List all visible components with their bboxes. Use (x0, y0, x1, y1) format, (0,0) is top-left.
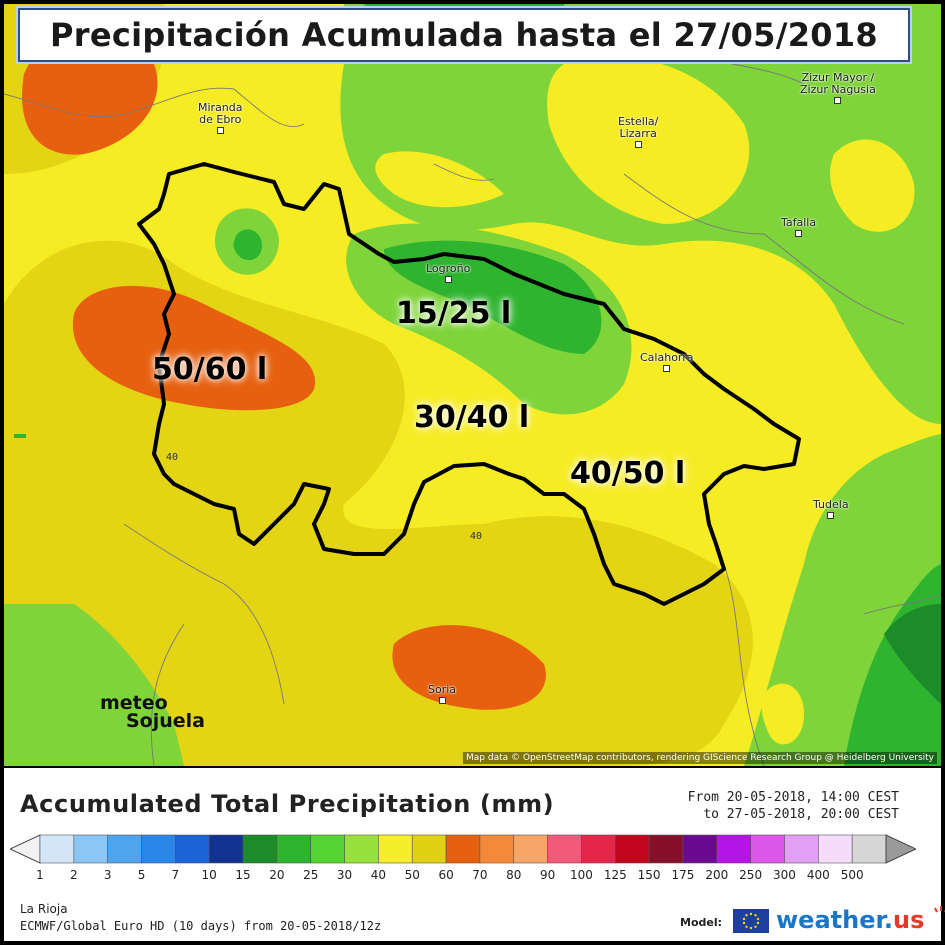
scale-swatch (682, 834, 718, 864)
contour-label: 40 (470, 531, 483, 542)
watermark: meteo Sojuela (100, 692, 205, 732)
weather-us-logo: weather.us (776, 906, 945, 934)
scale-tick-label: 70 (472, 868, 488, 882)
place-dot (438, 697, 446, 704)
range-label-east: 40/50 l (570, 456, 686, 491)
map-canvas (4, 4, 941, 766)
eu-flag-icon (733, 909, 769, 933)
scale-tick-label: 10 (201, 868, 217, 882)
region-label: La Rioja (20, 902, 68, 916)
scale-tick-label: 1 (36, 868, 44, 882)
place-logrono: Logroño (426, 263, 470, 283)
scale-arrow-low (10, 834, 41, 864)
scale-tick-label: 100 (569, 868, 593, 882)
scale-swatch (648, 834, 684, 864)
scale-swatch (411, 834, 447, 864)
scale-swatch (581, 834, 616, 864)
scale-tick-label: 5 (137, 868, 146, 882)
scale-swatch (445, 834, 481, 864)
scale-tick-label: 25 (303, 868, 319, 882)
scale-swatch (242, 834, 278, 864)
scale-swatch (851, 834, 887, 864)
model-run-label: ECMWF/Global Euro HD (10 days) from 20-0… (20, 919, 382, 933)
watermark-line2: Sojuela (126, 710, 205, 732)
range-label-west: 50/60 l (152, 352, 268, 387)
place-dot (216, 127, 224, 134)
scale-tick-label: 150 (637, 868, 661, 882)
scale-tick-label: 30 (336, 868, 353, 882)
scale-tick-label: 200 (705, 868, 729, 882)
scale-swatch (716, 834, 751, 864)
legend-panel: Accumulated Total Precipitation (mm) Fro… (4, 768, 945, 941)
scale-swatch (39, 834, 75, 864)
place-dot (827, 512, 835, 519)
scale-arrow-high (885, 834, 916, 864)
scale-tick-label: 80 (506, 868, 522, 882)
title-box: Precipitación Acumulada hasta el 27/05/2… (18, 8, 910, 62)
scale-tick-label: 15 (235, 868, 251, 882)
place-dot (634, 141, 642, 148)
place-tafalla: Tafalla (781, 217, 816, 237)
scale-swatch (378, 834, 413, 864)
place-dot (834, 97, 842, 104)
legend-from: From 20-05-2018, 14:00 CEST (687, 790, 899, 805)
scale-swatch (479, 834, 515, 864)
model-label: Model: (680, 916, 723, 929)
page-title: Precipitación Acumulada hasta el 27/05/2… (50, 16, 878, 54)
place-miranda: Miranda de Ebro (198, 102, 243, 134)
scale-tick-label: 50 (404, 868, 420, 882)
scale-swatch (513, 834, 548, 864)
scale-tick-label: 125 (603, 868, 627, 882)
scale-swatch (276, 834, 312, 864)
scale-swatch (175, 834, 210, 864)
legend-to: to 27-05-2018, 20:00 CEST (703, 807, 899, 822)
scale-tick-label: 7 (171, 868, 180, 882)
place-calahorra: Calahorra (640, 352, 694, 372)
scale-swatch (344, 834, 379, 864)
precipitation-map[interactable]: Miranda de Ebro Zizur Mayor / Zizur Nagu… (4, 4, 941, 766)
scale-swatch (750, 834, 785, 864)
sun-icon (933, 906, 945, 913)
scale-swatch (107, 834, 142, 864)
place-zizur: Zizur Mayor / Zizur Nagusia (800, 72, 876, 104)
scale-swatch (208, 834, 244, 864)
legend-title: Accumulated Total Precipitation (mm) (20, 790, 555, 818)
place-dot (795, 230, 803, 237)
scale-tick-label: 40 (370, 868, 387, 882)
scale-tick-label: 300 (773, 868, 796, 882)
contour-label: 40 (166, 452, 179, 463)
watermark-line1: meteo (100, 692, 168, 714)
scale-tick-label: 3 (103, 868, 112, 882)
scale-tick-label: 20 (269, 868, 285, 882)
scale-tick-label: 60 (438, 868, 454, 882)
place-dot (444, 276, 452, 283)
scale-swatch (818, 834, 853, 864)
scale-tick-label: 175 (671, 868, 695, 882)
map-credit: Map data © OpenStreetMap contributors, r… (463, 752, 937, 764)
place-dot (663, 365, 671, 372)
range-label-center: 30/40 l (414, 400, 530, 435)
place-estella: Estella/ Lizarra (618, 116, 658, 148)
range-label-north: 15/25 l (396, 296, 512, 331)
scale-swatch (141, 834, 176, 864)
scale-tick-label: 90 (539, 868, 556, 882)
place-tudela: Tudela (813, 499, 849, 519)
place-soria: Soria (428, 684, 456, 704)
scale-tick-label: 500 (840, 868, 864, 882)
scale-swatch (310, 834, 345, 864)
scale-tick-label: 400 (806, 868, 830, 882)
color-scale-ticks: 1 2 3 5 7 10 15 20 25 30 40 50 60 70 80 90 100 125 150 175 2… (4, 868, 941, 884)
color-scale (10, 834, 916, 864)
scale-swatch (614, 834, 650, 864)
scale-tick-label: 2 (70, 868, 78, 882)
scale-swatch (547, 834, 582, 864)
scale-tick-label: 250 (739, 868, 763, 882)
scale-swatch (73, 834, 108, 864)
scale-swatch (784, 834, 819, 864)
